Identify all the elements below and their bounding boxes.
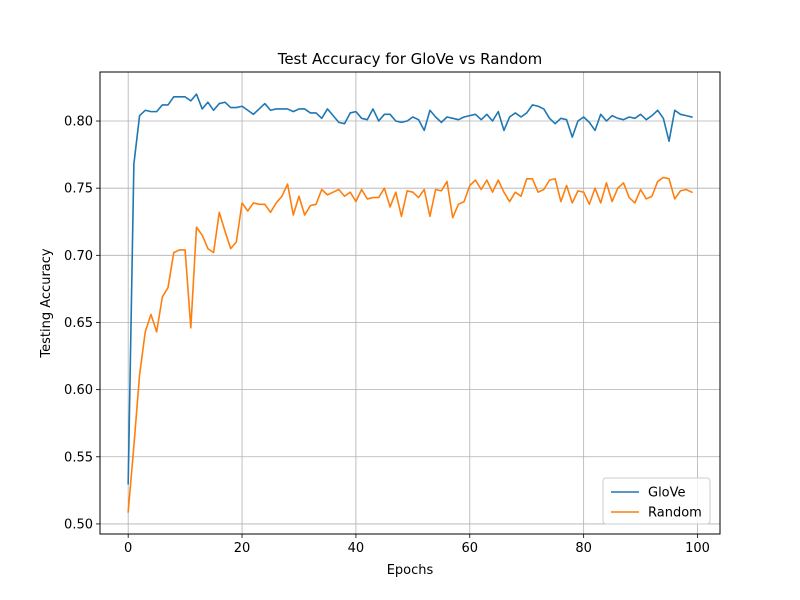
legend: GloVe Random <box>602 477 711 525</box>
legend-label-random: Random <box>648 506 702 521</box>
y-tick-label: 0.50 <box>64 517 93 532</box>
x-tick-label: 20 <box>234 541 251 556</box>
x-tick-label: 0 <box>124 541 132 556</box>
y-tick-label: 0.55 <box>64 450 93 465</box>
y-tick-label: 0.65 <box>64 316 93 331</box>
y-tick-label: 0.70 <box>64 249 93 264</box>
x-tick-label: 40 <box>348 541 365 556</box>
ticks: 0 20 40 60 80 100 0.50 0.55 0.60 0.65 0.70 0.75 0.80 <box>64 115 710 556</box>
x-tick-label: 80 <box>575 541 592 556</box>
series-line-glove <box>127 93 693 485</box>
x-tick-label: 60 <box>462 541 479 556</box>
grid <box>100 72 720 534</box>
x-axis-label: Epochs <box>387 563 434 578</box>
series-line-random <box>127 176 693 513</box>
y-tick-label: 0.80 <box>64 115 93 130</box>
x-tick-label: 100 <box>685 541 710 556</box>
y-tick-label: 0.75 <box>64 182 93 197</box>
y-tick-label: 0.60 <box>64 383 93 398</box>
legend-label-glove: GloVe <box>648 486 686 501</box>
series-lines <box>127 93 693 513</box>
plot-frame <box>99 71 721 535</box>
chart-title: Test Accuracy for GloVe vs Random <box>277 50 543 68</box>
y-axis-label: Testing Accuracy <box>39 248 54 358</box>
